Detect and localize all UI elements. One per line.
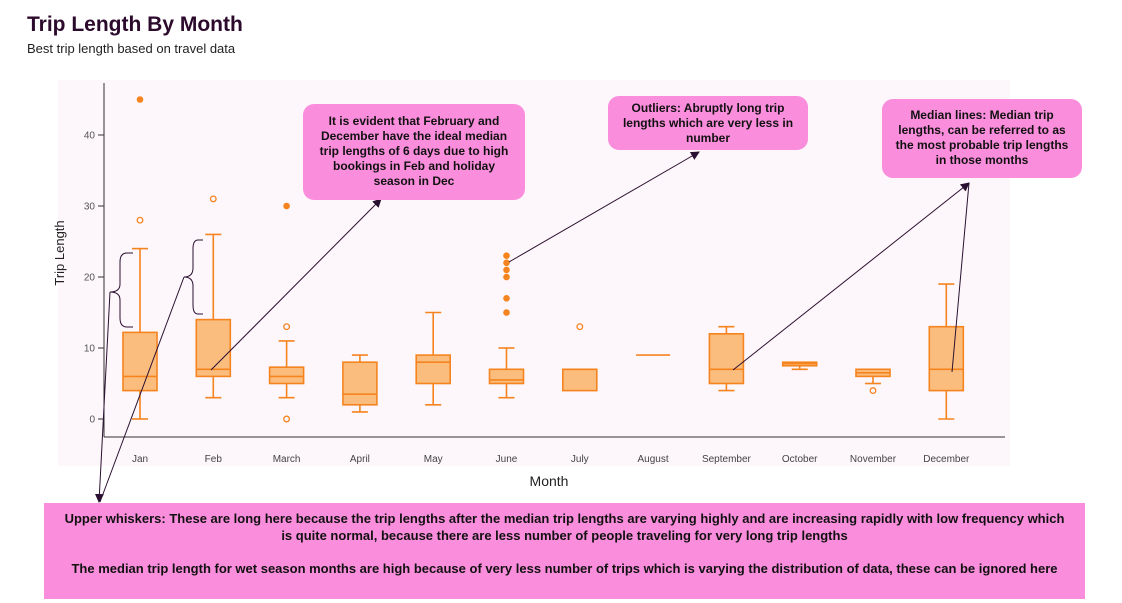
outlier-point — [869, 387, 877, 395]
whisker-arrow-feb — [99, 276, 185, 503]
box-jan — [122, 96, 158, 420]
box-november — [855, 368, 891, 395]
x-tick-label: September — [702, 454, 752, 465]
outlier-point — [503, 252, 510, 259]
x-tick-label: April — [350, 454, 370, 465]
x-tick-label: December — [923, 454, 970, 465]
x-tick-label: July — [571, 454, 589, 465]
iqr-box — [195, 318, 232, 378]
y-axis-label: Trip Length — [52, 220, 67, 285]
outlier-point — [283, 323, 291, 331]
whiskers-annotation-box: Upper whiskers: These are long here beca… — [44, 503, 1085, 599]
iqr-box — [928, 325, 965, 392]
outlier-point — [503, 295, 510, 302]
chart-subtitle: Best trip length based on travel data — [27, 41, 236, 56]
box-feb — [195, 195, 232, 399]
box-july — [561, 323, 598, 392]
outliers-callout: Outliers: Abruptly long trip lengths whi… — [608, 96, 808, 150]
wet-season-note: The median trip length for wet season mo… — [71, 561, 1058, 576]
outlier-point — [283, 202, 290, 210]
iqr-box — [122, 331, 158, 392]
median-lines-callout: Median lines: Median trip lengths, can b… — [882, 99, 1082, 178]
outliers-arrow — [508, 151, 700, 263]
feb-median-arrow — [210, 198, 382, 371]
box-march — [268, 202, 305, 423]
x-tick-label: November — [850, 454, 897, 465]
x-axis-label: Month — [530, 473, 569, 489]
x-tick-label: May — [424, 454, 443, 465]
y-tick-label: 10 — [84, 344, 96, 355]
x-tick-label: October — [782, 454, 818, 465]
box-may — [415, 311, 452, 406]
iqr-box — [268, 366, 305, 385]
box-june — [488, 252, 525, 399]
whisker-arrow-jan — [94, 291, 111, 503]
x-tick-label: Feb — [205, 454, 223, 465]
y-ticks: 0 10 20 30 40 — [84, 131, 104, 426]
box-september — [708, 325, 745, 392]
boxes — [122, 96, 965, 423]
sep-median-arrow — [732, 182, 970, 371]
box-december — [928, 283, 965, 420]
iqr-box — [488, 368, 525, 385]
x-tick-label: March — [273, 454, 301, 465]
x-ticks: Jan Feb March April May June July August Septemb… — [132, 454, 970, 465]
x-tick-label: June — [496, 454, 518, 465]
x-tick-label: August — [638, 454, 669, 465]
y-tick-label: 0 — [89, 415, 95, 426]
box-april — [342, 354, 378, 413]
chart-title: Trip Length By Month — [27, 13, 243, 36]
outlier-point — [136, 216, 144, 224]
outlier-point — [136, 96, 144, 103]
dec-median-arrow — [951, 182, 970, 373]
outlier-point — [209, 195, 217, 203]
outlier-point — [283, 415, 291, 423]
box-october — [781, 361, 818, 371]
y-tick-label: 40 — [84, 131, 96, 142]
y-tick-label: 20 — [84, 273, 96, 284]
iqr-box — [415, 354, 452, 385]
iqr-box — [561, 368, 598, 392]
outlier-point — [576, 323, 584, 331]
iqr-box — [342, 361, 378, 406]
plot-background — [58, 80, 1010, 466]
iqr-box — [708, 332, 745, 385]
outlier-point — [503, 266, 510, 274]
upper-whiskers-note: Upper whiskers: These are long here beca… — [64, 511, 1065, 543]
feb-dec-callout: It is evident that February and December… — [303, 104, 525, 200]
x-tick-label: Jan — [132, 454, 148, 465]
outlier-point — [503, 309, 510, 316]
outlier-point — [503, 259, 510, 267]
y-tick-label: 30 — [84, 202, 96, 213]
outlier-point — [503, 273, 510, 281]
